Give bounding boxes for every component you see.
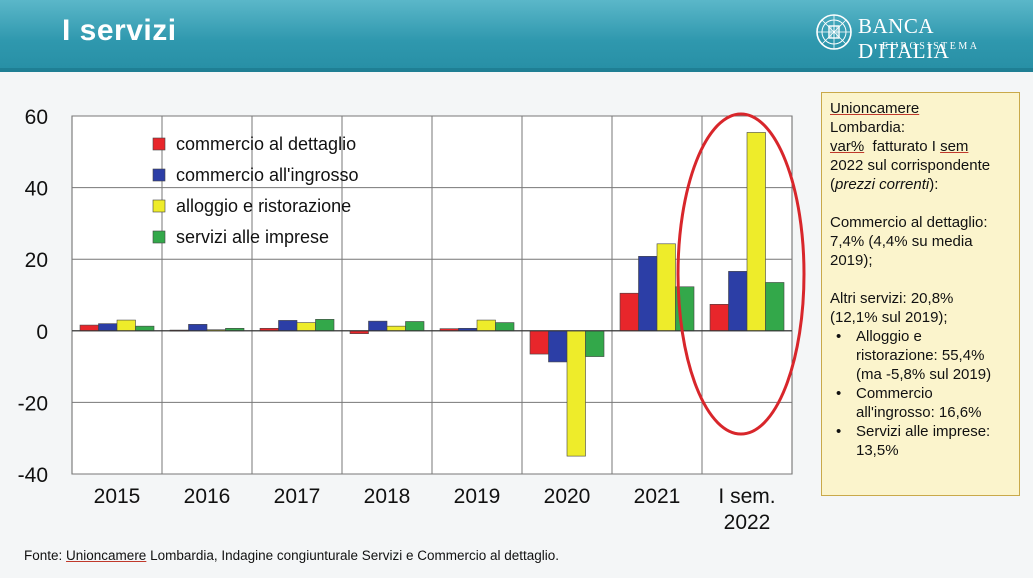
info-paren-open: ( xyxy=(830,176,835,193)
info-other-2: (12,1% sul 2019); xyxy=(830,309,948,326)
info-retail-1: Commercio al dettaglio: xyxy=(830,214,988,231)
info-sem-label: sem xyxy=(940,138,969,155)
x-tick-label: 2022 xyxy=(724,511,771,534)
legend-swatch xyxy=(152,199,166,213)
bar xyxy=(79,324,99,332)
legend-label: alloggio e ristorazione xyxy=(176,196,351,216)
bar xyxy=(368,320,388,332)
footer-source-rest: Lombardia, Indagine congiunturale Serviz… xyxy=(146,548,560,563)
info-box: Unioncamere Lombardia: var% fatturato I … xyxy=(821,92,1020,496)
info-source-1: Unioncamere xyxy=(830,100,920,117)
info-retail-3: 2019); xyxy=(830,252,873,269)
info-bullet-business: Servizi alle imprese:13,5% xyxy=(830,422,1011,460)
bar xyxy=(98,323,118,332)
y-axis-ticks: -40 -20 0 20 40 60 xyxy=(18,106,48,487)
bar xyxy=(405,321,425,332)
info-paren-close: ): xyxy=(929,176,939,193)
highlight-ellipse xyxy=(676,112,806,436)
y-tick-label: -20 xyxy=(18,392,48,415)
bank-logo: BANCA D'ITALIA EUROSISTEMA xyxy=(812,10,1027,63)
slide-header: I servizi BANCA D'ITALIA EUROSISTEMA xyxy=(0,0,1033,68)
bar xyxy=(386,325,406,332)
info-var-text: fatturato I xyxy=(864,138,941,155)
info-var-text-2: 2022 sul corrispondente xyxy=(830,157,991,174)
bar xyxy=(495,322,515,332)
x-tick-label: 2016 xyxy=(184,485,231,508)
legend-swatch xyxy=(152,230,166,244)
bar xyxy=(765,282,785,332)
legend-label: commercio al dettaglio xyxy=(176,134,356,154)
legend-label: servizi alle imprese xyxy=(176,227,329,247)
header-divider xyxy=(0,68,1033,72)
y-tick-label: 20 xyxy=(25,249,48,272)
x-tick-label: 2017 xyxy=(274,485,321,508)
bar xyxy=(566,330,586,457)
bar xyxy=(709,304,729,332)
bar xyxy=(116,319,136,332)
bar xyxy=(135,325,155,332)
bank-emblem-icon xyxy=(816,14,852,50)
footer-label: Fonte: xyxy=(24,548,67,563)
footer-source-name: Unioncamere xyxy=(66,548,147,563)
bar xyxy=(619,292,639,332)
legend-swatch xyxy=(152,137,166,151)
info-retail-2: 7,4% (4,4% su media xyxy=(830,233,973,250)
x-tick-label: 2018 xyxy=(364,485,411,508)
bar xyxy=(476,319,496,332)
y-tick-label: 0 xyxy=(36,321,48,344)
legend-label: commercio all'ingrosso xyxy=(176,165,359,185)
x-axis-labels: 2015 2016 2017 2018 2019 2020 2021 I sem. 2022 xyxy=(94,485,776,534)
x-tick-label: 2019 xyxy=(454,485,501,508)
x-tick-label: 2015 xyxy=(94,485,141,508)
bar xyxy=(728,271,748,332)
info-var-label: var% xyxy=(830,138,865,155)
bar xyxy=(746,132,766,332)
bar xyxy=(656,243,676,332)
bar xyxy=(188,324,208,332)
bank-subtitle: EUROSISTEMA xyxy=(882,41,980,52)
chart-legend: commercio al dettaglio commercio all'ingr… xyxy=(152,134,359,247)
y-tick-label: 40 xyxy=(25,178,48,201)
y-tick-label: -40 xyxy=(18,464,48,487)
info-other-1: Altri servizi: 20,8% xyxy=(830,290,954,307)
page-title: I servizi xyxy=(62,14,177,47)
x-tick-label: I sem. xyxy=(718,485,775,508)
bar xyxy=(585,330,605,357)
bar xyxy=(529,330,549,355)
y-tick-label: 60 xyxy=(25,106,48,129)
bank-name: BANCA D'ITALIA xyxy=(858,14,950,63)
bar xyxy=(278,320,298,332)
x-tick-label: 2020 xyxy=(544,485,591,508)
bar xyxy=(548,330,568,363)
legend-swatch xyxy=(152,168,166,182)
bar xyxy=(315,319,335,332)
footer-source: Fonte: Unioncamere Lombardia, Indagine c… xyxy=(24,548,559,563)
x-tick-label: 2021 xyxy=(634,485,681,508)
info-source-2: Lombardia: xyxy=(830,119,906,136)
bar xyxy=(296,322,316,332)
bar xyxy=(638,256,658,332)
info-prices-label: prezzi correnti xyxy=(835,176,930,193)
